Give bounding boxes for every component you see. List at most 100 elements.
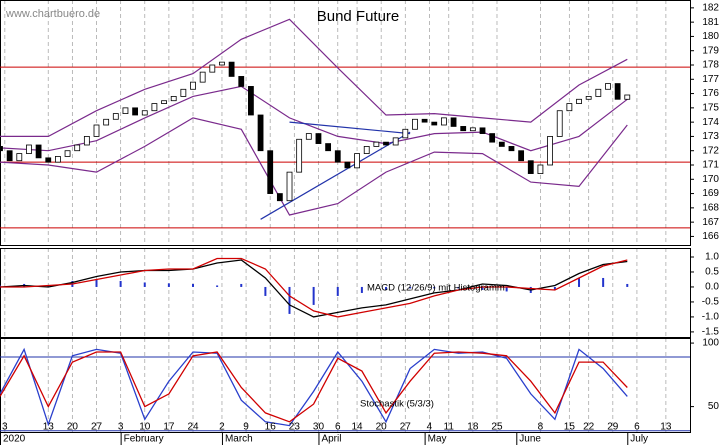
y-tick-label: 181	[702, 17, 719, 28]
y-tick-label: 175	[702, 102, 719, 113]
candle	[421, 118, 428, 123]
candle	[35, 144, 42, 159]
candle	[460, 126, 467, 132]
x-tick-label: 3	[118, 422, 124, 433]
candle	[479, 127, 486, 134]
x-tick-label: 29	[607, 422, 619, 433]
candle	[527, 160, 534, 174]
candle	[0, 146, 3, 152]
y-tick-label: 167	[702, 217, 719, 228]
candle	[354, 153, 360, 169]
candle	[537, 164, 544, 174]
candle	[103, 118, 110, 126]
candle	[518, 150, 525, 162]
x-tick-label: 16	[265, 422, 277, 433]
y-tick-label: 170	[702, 174, 719, 185]
candle	[392, 137, 399, 146]
y-tick-label: 166	[702, 231, 719, 242]
y-tick-label: 100	[702, 338, 719, 349]
y-tick-label: 180	[702, 31, 719, 42]
panel-border	[0, 0, 691, 246]
candle	[170, 96, 177, 102]
chart-title: Bund Future	[317, 8, 400, 25]
y-tick-label: 171	[702, 160, 719, 171]
candle	[450, 117, 457, 127]
stoch-label: Stochastik (5/3/3)	[360, 399, 434, 410]
y-tick-label: 182	[702, 2, 719, 13]
candle	[276, 193, 283, 202]
source: www.chartbuero.de	[5, 8, 100, 20]
x-tick-label: 13	[43, 422, 55, 433]
month-label: 2020	[3, 434, 26, 445]
x-tick-label: 18	[467, 422, 479, 433]
candle	[151, 103, 158, 112]
candle	[547, 136, 553, 166]
y-tick-label: 179	[702, 45, 719, 56]
y-tick-label: 174	[702, 117, 719, 128]
candle	[585, 96, 592, 100]
candle	[257, 114, 264, 152]
candle	[190, 81, 196, 90]
x-tick-label: 11	[444, 422, 455, 433]
candle	[576, 98, 582, 104]
month-label: March	[225, 434, 253, 445]
panel-border	[0, 248, 691, 338]
candle	[228, 61, 235, 77]
candle	[402, 128, 409, 139]
candle	[74, 144, 81, 152]
month-label: July	[630, 434, 648, 445]
y-tick-label: -1.0	[702, 312, 720, 323]
month-label: April	[321, 434, 341, 445]
candle	[26, 144, 32, 154]
y-tick-label: 1.0	[705, 252, 719, 263]
candle	[161, 100, 167, 104]
x-tick-label: 6	[335, 422, 341, 433]
y-tick-label: 177	[702, 74, 719, 85]
candle	[373, 141, 380, 147]
candle	[344, 161, 351, 169]
x-tick-label: 20	[67, 422, 79, 433]
candle	[614, 83, 621, 100]
band-lower	[0, 117, 628, 216]
candle	[296, 138, 303, 173]
candle	[441, 117, 447, 126]
y-tick-label: 0.5	[705, 267, 719, 278]
y-tick-label: 169	[702, 188, 719, 199]
y-tick-label: 172	[702, 145, 719, 156]
candle	[489, 133, 496, 143]
candle	[286, 171, 293, 202]
series-line	[0, 347, 628, 427]
candle	[64, 150, 71, 157]
x-tick-label: 17	[163, 422, 175, 433]
candle	[248, 86, 254, 116]
x-tick-label: 8	[538, 422, 544, 433]
month-label: June	[519, 434, 541, 445]
x-tick-label: 6	[634, 422, 640, 433]
x-tick-label: 20	[376, 422, 388, 433]
candle	[45, 157, 52, 163]
candle	[83, 136, 90, 146]
month-label: February	[124, 434, 164, 445]
candle	[325, 143, 332, 152]
candle	[219, 61, 225, 66]
candle	[305, 133, 312, 140]
y-tick-label: 176	[702, 88, 719, 99]
y-tick-label: 0.0	[705, 282, 719, 293]
candle	[383, 141, 389, 146]
x-tick-label: 9	[243, 422, 249, 433]
candle	[267, 150, 274, 194]
x-tick-label: 4	[427, 422, 433, 433]
candle	[55, 156, 61, 163]
macd-label: MACD (12/26/9) mit Histogramm	[367, 283, 505, 294]
candle	[508, 146, 515, 152]
candle	[209, 64, 216, 73]
y-tick-label: 50	[708, 401, 720, 412]
candle	[199, 71, 206, 83]
candle	[315, 133, 322, 144]
candle	[122, 107, 129, 114]
y-tick-label: 178	[702, 60, 719, 71]
series-line	[0, 351, 628, 423]
x-tick-label: 3	[2, 422, 8, 433]
x-tick-label: 27	[400, 422, 412, 433]
